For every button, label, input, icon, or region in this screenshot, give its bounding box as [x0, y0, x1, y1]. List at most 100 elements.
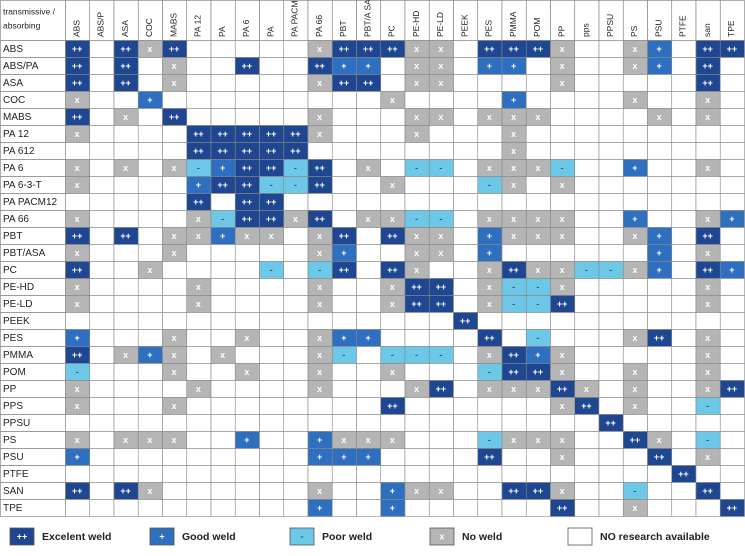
cell-symbol: +: [511, 95, 516, 105]
cell: [234, 312, 260, 330]
cell-symbol: x: [390, 367, 395, 377]
cell-symbol: ++: [508, 265, 519, 275]
cell-symbol: ++: [217, 146, 228, 156]
cell: [695, 465, 721, 483]
cell: [89, 414, 115, 432]
cell: [283, 499, 309, 517]
cell-symbol: x: [535, 384, 540, 394]
cell: [477, 74, 503, 92]
cell-symbol: x: [414, 112, 419, 122]
cell-symbol: x: [632, 333, 637, 343]
cell-symbol: -: [706, 435, 709, 445]
cell-symbol: x: [196, 299, 201, 309]
cell: [477, 499, 503, 517]
column-header: ABS/P: [96, 12, 106, 37]
cell: [331, 414, 357, 432]
cell: [574, 125, 600, 143]
cell-symbol: x: [317, 78, 322, 88]
cell: [550, 329, 576, 347]
legend-label: Good weld: [182, 531, 236, 543]
cell: [719, 91, 745, 109]
cell: [404, 397, 430, 415]
cell: [113, 397, 139, 415]
cell: [356, 499, 382, 517]
cell: [719, 244, 745, 262]
cell: [428, 397, 454, 415]
cell: [89, 40, 115, 58]
cell: [307, 465, 333, 483]
row-label: PA 6-3-T: [3, 180, 42, 191]
cell-symbol: x: [172, 367, 177, 377]
cell: [283, 397, 309, 415]
cell: [380, 142, 406, 160]
cell-symbol: x: [705, 282, 710, 292]
cell-symbol: +: [632, 163, 637, 173]
row-label: PA 6: [3, 163, 24, 174]
cell-symbol: ++: [436, 384, 447, 394]
cell-symbol: ++: [363, 78, 374, 88]
cell: [404, 193, 430, 211]
cell: [259, 244, 285, 262]
cell: [210, 414, 236, 432]
cell: [671, 159, 697, 177]
cell: [210, 482, 236, 500]
cell: [137, 193, 163, 211]
cell: [331, 176, 357, 194]
cell-symbol: -: [536, 282, 539, 292]
cell-symbol: x: [123, 435, 128, 445]
cell: [453, 482, 479, 500]
cell: [598, 74, 624, 92]
cell: [695, 176, 721, 194]
cell: [283, 91, 309, 109]
cell-symbol: x: [632, 367, 637, 377]
row-label: PC: [3, 265, 17, 276]
cell: [234, 295, 260, 313]
cell-symbol: ++: [242, 146, 253, 156]
cell-symbol: -: [536, 299, 539, 309]
legend-swatch: [289, 527, 315, 546]
cell: [162, 176, 188, 194]
cell: [719, 278, 745, 296]
cell: [283, 363, 309, 381]
cell: [356, 125, 382, 143]
cell-symbol: +: [656, 61, 661, 71]
cell: [671, 244, 697, 262]
cell-symbol: x: [487, 112, 492, 122]
cell: [647, 91, 673, 109]
cell: [574, 176, 600, 194]
cell: [622, 465, 648, 483]
cell: [331, 465, 357, 483]
cell: [186, 329, 212, 347]
cell: [404, 431, 430, 449]
cell: [719, 465, 745, 483]
cell: [428, 125, 454, 143]
cell: [598, 482, 624, 500]
cell-symbol: -: [536, 333, 539, 343]
cell: [598, 431, 624, 449]
cell-symbol: ++: [290, 129, 301, 139]
cell-symbol: x: [196, 231, 201, 241]
cell-symbol: x: [414, 231, 419, 241]
cell-symbol: -: [318, 265, 321, 275]
cell: [65, 142, 91, 160]
cell-symbol: x: [632, 265, 637, 275]
cell: [162, 448, 188, 466]
cell-symbol: ++: [484, 333, 495, 343]
cell-symbol: x: [511, 112, 516, 122]
row-label: PBT: [3, 231, 22, 242]
cell-symbol: -: [391, 350, 394, 360]
cell-symbol: ++: [702, 44, 713, 54]
cell: [162, 312, 188, 330]
cell: [283, 312, 309, 330]
cell: [574, 295, 600, 313]
cell: [137, 176, 163, 194]
header-cell: [162, 0, 188, 41]
cell-symbol: ++: [72, 486, 83, 496]
cell-symbol: x: [584, 384, 589, 394]
cell: [234, 346, 260, 364]
cell: [501, 193, 527, 211]
cell: [259, 448, 285, 466]
row-label: PE-LD: [3, 299, 32, 310]
header-cell: [574, 0, 600, 41]
cell: [113, 91, 139, 109]
